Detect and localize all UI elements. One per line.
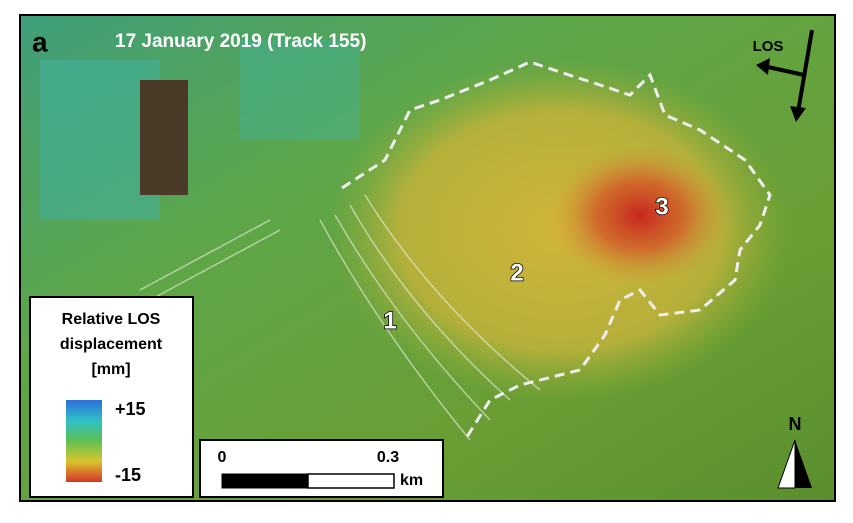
legend-max: +15: [115, 399, 146, 419]
legend: Relative LOS displacement [mm] +15 -15: [29, 296, 194, 498]
legend-min: -15: [115, 465, 141, 485]
panel-label: a: [32, 26, 48, 57]
arrow-half: [795, 440, 812, 488]
scale-bar: 0 0.3 km: [199, 439, 444, 498]
scale-end: 0.3: [377, 449, 399, 466]
color-bar: [66, 400, 102, 482]
los-arrow: LOS: [753, 29, 814, 122]
los-label: LOS: [753, 38, 784, 55]
zone-label: 2: [510, 259, 523, 286]
displacement-peak: [550, 145, 730, 285]
zone-label: 3: [655, 193, 668, 220]
landslide-boundary: [341, 60, 772, 441]
arrow-head: [756, 58, 770, 75]
scale-segment: [307, 473, 395, 489]
scale-unit: km: [400, 472, 423, 489]
dark-patch: [140, 80, 188, 195]
scale-segment: [221, 473, 309, 489]
blue-patch: [240, 40, 360, 140]
legend-title: displacement: [60, 336, 163, 353]
north-arrow: N: [777, 414, 812, 489]
los-direction: [767, 65, 805, 77]
scale-start: 0: [218, 449, 227, 466]
north-label: N: [789, 414, 802, 434]
legend-title: [mm]: [91, 361, 130, 378]
flight-direction: [796, 29, 814, 113]
legend-box: [29, 296, 194, 498]
zone-label: 1: [383, 307, 396, 334]
map-title: 17 January 2019 (Track 155): [115, 31, 366, 52]
terrace-lines: [139, 194, 541, 441]
arrow-head: [790, 106, 806, 122]
legend-title: Relative LOS: [62, 311, 161, 328]
